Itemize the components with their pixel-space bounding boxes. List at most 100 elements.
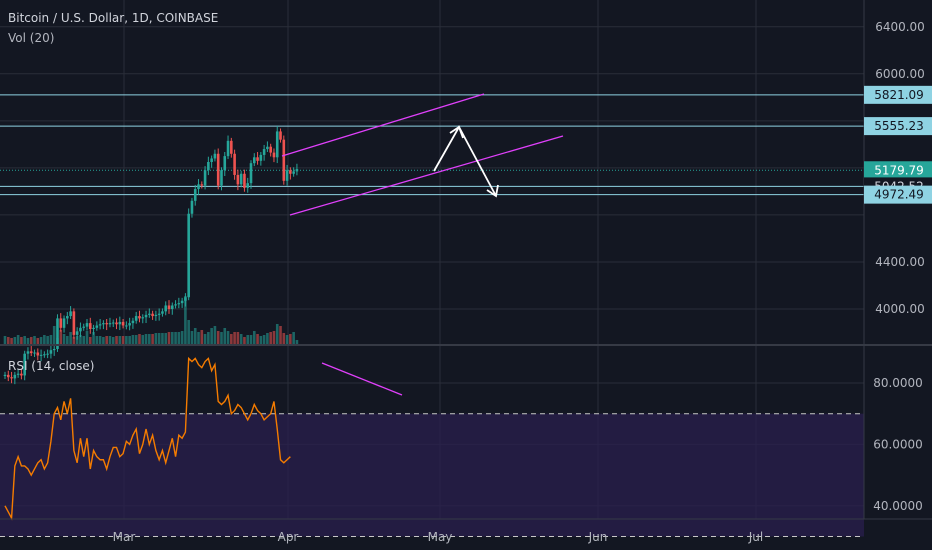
candle-body <box>249 163 253 184</box>
candle-body <box>59 318 63 328</box>
candle-body <box>82 326 86 328</box>
candle-body <box>170 305 174 309</box>
projection-arrow-path <box>433 125 497 197</box>
volume-bar <box>33 336 36 344</box>
candle-body <box>272 152 276 158</box>
candle-body <box>49 350 53 354</box>
candle-body <box>285 170 289 181</box>
candle-body <box>292 171 295 174</box>
volume-label: Vol (20) <box>8 31 54 45</box>
volume-bar <box>72 337 76 344</box>
volume-bar <box>66 336 69 344</box>
candles <box>3 126 299 385</box>
candle-body <box>10 377 13 379</box>
candle-body <box>282 139 286 181</box>
candle-body <box>46 353 49 355</box>
candle-body <box>262 149 266 155</box>
volume-bar <box>187 320 190 344</box>
volume-bar <box>180 331 184 344</box>
rsi-line <box>4 356 291 521</box>
candle-body <box>138 316 141 319</box>
volume-bar <box>36 338 40 344</box>
arrow-head-up <box>449 125 464 139</box>
volume-bar <box>85 331 89 344</box>
candle-body <box>13 374 17 379</box>
time-tick-label: Jun <box>588 530 608 544</box>
rsi-band <box>0 413 864 537</box>
volume-bar <box>200 330 204 344</box>
volume-bar <box>141 335 145 344</box>
candle-body <box>157 313 161 315</box>
volume-bar <box>10 338 13 344</box>
candle-body <box>252 157 256 164</box>
candle-body <box>295 169 299 172</box>
volume-bar <box>82 336 86 344</box>
horizontal-levels <box>0 94 864 196</box>
volume-bar <box>190 331 194 344</box>
candle-body <box>269 146 272 153</box>
volume-bar <box>13 337 17 344</box>
candle-body <box>144 314 148 318</box>
candle-body <box>85 323 89 327</box>
price-label-box <box>864 161 932 180</box>
candle-body <box>98 324 102 326</box>
candle-body <box>216 153 220 186</box>
candle-body <box>26 351 30 354</box>
candle-body <box>125 325 128 327</box>
candle-body <box>207 162 210 171</box>
volume-bar <box>108 336 112 344</box>
volume-bar <box>52 326 56 344</box>
volume-bar <box>59 330 63 344</box>
candle-body <box>187 213 190 298</box>
volume-bar <box>49 335 53 344</box>
candle-body <box>29 351 33 354</box>
price-label-text: 5179.79 <box>874 163 924 177</box>
rsi-label: RSI (14, close) <box>8 359 94 373</box>
candle-body <box>226 140 230 157</box>
volume-bar <box>226 331 230 344</box>
volume-bar <box>121 336 125 344</box>
candle-body <box>108 323 112 325</box>
candle-body <box>141 317 145 319</box>
volume-bar <box>128 336 131 344</box>
volume-bar <box>88 337 92 344</box>
volume-bar <box>125 336 128 344</box>
candle-body <box>184 297 187 301</box>
candle-body <box>239 173 243 185</box>
volume-bar <box>193 328 197 344</box>
volume-bar <box>148 334 151 344</box>
volume-bar <box>252 331 256 344</box>
price-tick-label: 6400.00 <box>875 20 925 34</box>
price-tick-label: 4400.00 <box>875 255 925 269</box>
candle-body <box>161 311 164 314</box>
candle-body <box>164 305 168 312</box>
volume-bar <box>266 333 269 344</box>
volume-bar <box>134 335 138 344</box>
time-tick-label: Apr <box>278 530 299 544</box>
volume-bar <box>167 332 171 344</box>
volume-bar <box>95 336 99 344</box>
candle-body <box>200 184 204 186</box>
candle-body <box>233 153 236 175</box>
rsi-line-group <box>4 356 291 521</box>
volume-bar <box>243 337 246 344</box>
volume-bar <box>102 337 105 344</box>
candle-body <box>105 323 108 325</box>
candle-body <box>111 322 115 324</box>
candle-body <box>289 170 292 174</box>
candle-body <box>16 373 20 375</box>
candle-body <box>102 323 105 325</box>
candle-body <box>275 131 279 158</box>
volume-bar <box>216 331 220 344</box>
volume-bar <box>233 332 236 344</box>
chart-title: Bitcoin / U.S. Dollar, 1D, COINBASE <box>8 11 218 25</box>
candle-body <box>66 316 69 319</box>
volume-bar <box>43 335 46 344</box>
candle-body <box>79 327 82 332</box>
volume-bar <box>29 337 33 344</box>
volume-bar <box>23 336 26 344</box>
volume-bar <box>92 332 95 344</box>
volume-bar <box>210 328 213 344</box>
candle-body <box>193 189 197 201</box>
volume-bar <box>184 296 187 344</box>
